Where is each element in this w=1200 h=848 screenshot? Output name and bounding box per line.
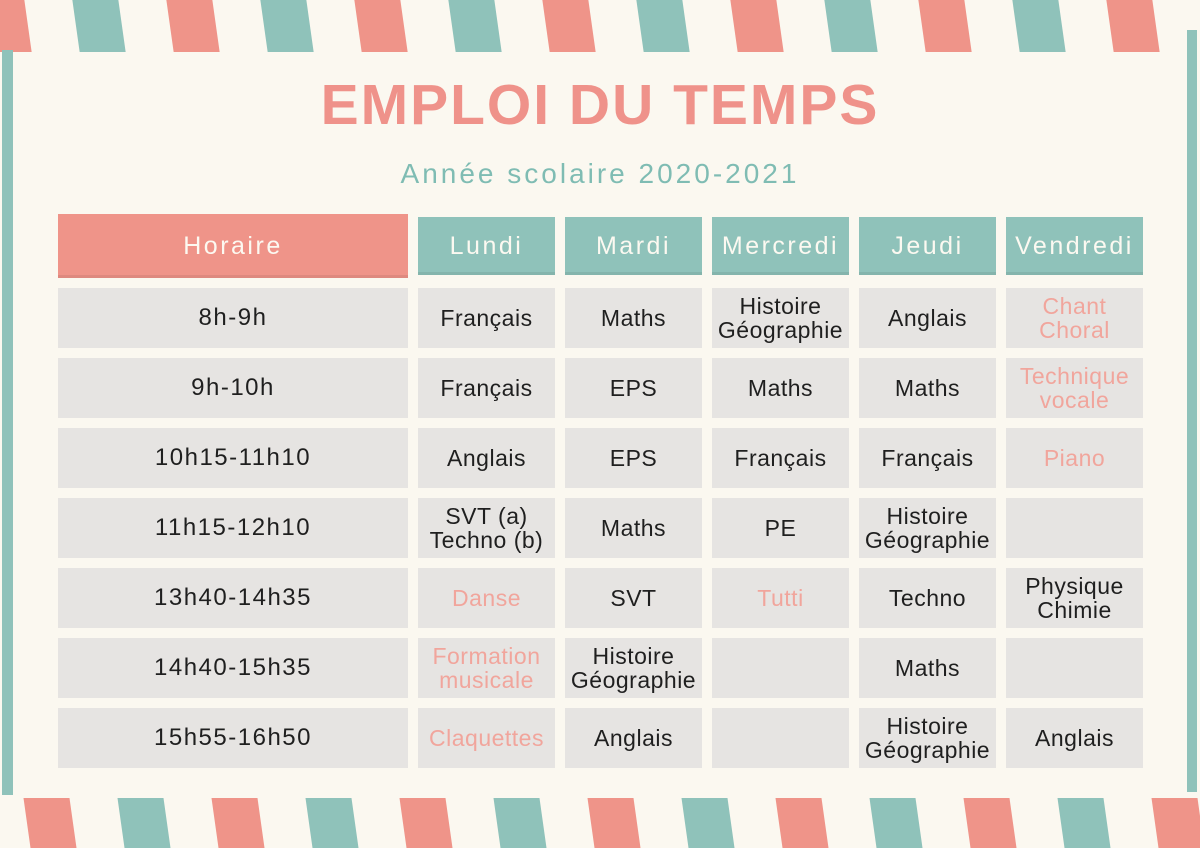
lesson-cell: Piano — [1006, 428, 1143, 488]
lesson-cell: Anglais — [1006, 708, 1143, 768]
column-header-horaire: Horaire — [58, 214, 408, 278]
stripe — [0, 0, 32, 52]
stripe — [587, 798, 641, 848]
lesson-cell: Chant Choral — [1006, 288, 1143, 348]
lesson-cell: Maths — [859, 358, 996, 418]
lesson-cell: Anglais — [565, 708, 702, 768]
lesson-cell: PE — [712, 498, 849, 558]
page-subtitle: Année scolaire 2020-2021 — [400, 158, 800, 189]
lesson-cell — [712, 708, 849, 768]
stripe — [23, 798, 77, 848]
stripe — [824, 0, 878, 52]
stripe — [211, 798, 265, 848]
time-slot: 10h15-11h10 — [58, 428, 408, 488]
stripe — [775, 798, 829, 848]
lesson-cell — [1006, 498, 1143, 558]
lesson-cell: EPS — [565, 358, 702, 418]
stripe — [730, 0, 784, 52]
lesson-cell: Technique vocale — [1006, 358, 1143, 418]
stripe — [72, 0, 126, 52]
lesson-cell: Anglais — [859, 288, 996, 348]
time-slot: 15h55-16h50 — [58, 708, 408, 768]
stripe — [963, 798, 1017, 848]
stripe — [117, 798, 171, 848]
stripe — [493, 798, 547, 848]
column-header-vendredi: Vendredi — [1006, 217, 1143, 275]
time-slot: 11h15-12h10 — [58, 498, 408, 558]
lesson-cell: Maths — [565, 498, 702, 558]
lesson-cell: Histoire Géographie — [859, 708, 996, 768]
lesson-cell: Claquettes — [418, 708, 555, 768]
time-slot: 9h-10h — [58, 358, 408, 418]
lesson-cell: SVT — [565, 568, 702, 628]
stripe — [869, 798, 923, 848]
lesson-cell — [1006, 638, 1143, 698]
page-title: EMPLOI DU TEMPS — [320, 73, 880, 137]
stripe — [354, 0, 408, 52]
stripe — [1151, 798, 1200, 848]
stripe — [918, 0, 972, 52]
lesson-cell: Histoire Géographie — [859, 498, 996, 558]
column-header-jeudi: Jeudi — [859, 217, 996, 275]
lesson-cell: Anglais — [418, 428, 555, 488]
stripe — [260, 0, 314, 52]
lesson-cell: Français — [418, 358, 555, 418]
time-slot: 14h40-15h35 — [58, 638, 408, 698]
lesson-cell: Maths — [712, 358, 849, 418]
column-header-mardi: Mardi — [565, 217, 702, 275]
lesson-cell: Histoire Géographie — [712, 288, 849, 348]
time-slot: 8h-9h — [58, 288, 408, 348]
lesson-cell — [712, 638, 849, 698]
stripe — [681, 798, 735, 848]
lesson-cell: Physique Chimie — [1006, 568, 1143, 628]
lesson-cell: Techno — [859, 568, 996, 628]
stripe — [636, 0, 690, 52]
lesson-cell: Tutti — [712, 568, 849, 628]
lesson-cell: EPS — [565, 428, 702, 488]
lesson-cell: Français — [859, 428, 996, 488]
left-border-bar — [2, 50, 13, 795]
stripe — [305, 798, 359, 848]
top-border-stripes — [0, 0, 1200, 52]
lesson-cell: Français — [712, 428, 849, 488]
stripe — [1106, 0, 1160, 52]
lesson-cell: SVT (a) Techno (b) — [418, 498, 555, 558]
stripe — [542, 0, 596, 52]
time-slot: 13h40-14h35 — [58, 568, 408, 628]
column-header-lundi: Lundi — [418, 217, 555, 275]
stripe — [448, 0, 502, 52]
lesson-cell: Maths — [565, 288, 702, 348]
lesson-cell: Français — [418, 288, 555, 348]
lesson-cell: Histoire Géographie — [565, 638, 702, 698]
bottom-border-stripes — [23, 798, 1200, 848]
stripe — [399, 798, 453, 848]
column-header-mercredi: Mercredi — [712, 217, 849, 275]
stripe — [1012, 0, 1066, 52]
lesson-cell: Formation musicale — [418, 638, 555, 698]
lesson-cell: Maths — [859, 638, 996, 698]
right-border-bar — [1187, 30, 1197, 792]
timetable-grid: Horaire Lundi Mardi Mercredi Jeudi Vendr… — [58, 214, 1143, 768]
stripe — [1057, 798, 1111, 848]
stripe — [166, 0, 220, 52]
lesson-cell: Danse — [418, 568, 555, 628]
